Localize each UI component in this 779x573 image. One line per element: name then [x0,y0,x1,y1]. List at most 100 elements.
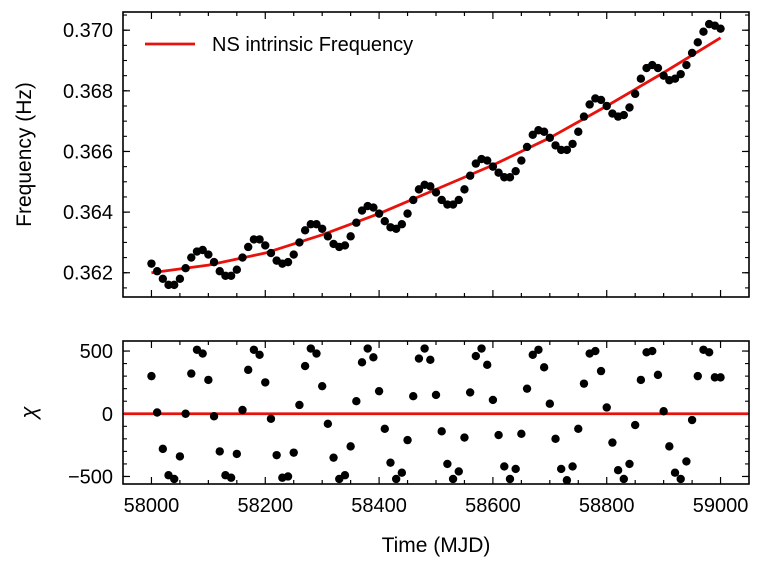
data-point [409,195,418,205]
data-point [170,474,179,484]
data-point [465,388,475,397]
data-point [505,173,515,182]
frequency-panel: 0.362 0.364 0.366 0.368 0.370 Frequency (Hz) N… [13,11,750,298]
data-point [261,241,270,250]
data-point [238,405,247,415]
data-point [522,142,532,152]
data-point [659,407,668,416]
data-point [374,386,384,396]
data-point [414,185,424,194]
data-point [209,412,219,421]
data-point [465,171,475,180]
data-point [329,453,338,462]
data-point [380,217,389,226]
data-point [568,462,577,471]
data-point [579,112,589,121]
data-point [340,241,350,250]
data-point [346,442,355,451]
data-point [653,63,663,73]
data-point [431,188,441,197]
data-point [232,449,242,459]
data-point [557,464,566,474]
data-point [261,378,270,387]
data-point [403,435,412,445]
data-point [448,200,458,209]
data-point [204,250,213,259]
data-point [676,474,685,484]
data-point [483,156,492,165]
data-point [522,384,532,393]
data-point [226,473,236,482]
data-point [500,462,509,471]
data-point [539,363,549,372]
data-point [528,350,537,359]
data-point [215,267,224,276]
data-point [659,71,668,80]
data-point [187,369,196,378]
x-axis-label: Time (MJD) [382,534,491,557]
data-point [454,195,463,205]
data-point [693,38,702,47]
data-point [693,371,702,381]
legend-label: NS intrinsic Frequency [212,34,413,56]
data-point [147,259,156,268]
data-point [420,344,429,353]
data-point [568,139,577,149]
data-point [283,472,293,481]
x-tick-label: 58000 [124,495,180,517]
data-point [670,468,680,477]
data-point [414,354,424,363]
data-point [272,450,281,460]
data-point [170,280,179,290]
data-point [346,232,355,241]
data-point [232,265,242,274]
data-point [437,195,446,205]
data-point [716,373,725,382]
data-point [625,459,634,469]
data-point [574,127,583,136]
data-point [352,397,361,406]
data-point [244,365,253,375]
data-point [630,89,640,99]
y-tick-label: −500 [68,466,113,488]
y-tick-label: 0.364 [63,202,113,224]
data-point [562,145,572,155]
data-point [636,74,646,83]
data-point [397,220,407,229]
data-point [198,349,207,358]
data-point [517,429,526,439]
data-point [596,366,606,376]
data-point [665,442,674,451]
data-point [152,408,162,417]
data-point [266,248,276,258]
x-tick-label: 58800 [579,495,635,517]
data-point [295,400,304,410]
data-point [517,156,526,165]
data-point [175,274,185,284]
data-point [300,226,310,235]
data-point [255,235,264,244]
data-point [357,358,367,367]
data-point [244,242,253,252]
data-point [648,346,657,356]
data-point [602,101,611,111]
x-tick-label: 58200 [237,495,293,517]
data-point [266,414,276,423]
data-point [704,348,714,357]
data-point [477,344,486,353]
data-point [534,345,543,354]
data-point [374,209,384,218]
data-point [238,253,247,262]
data-point [619,474,628,484]
data-point [676,69,685,79]
data-point [289,250,298,259]
data-point [204,375,213,385]
data-point [215,447,224,456]
legend: NS intrinsic Frequency [145,34,413,56]
data-point [198,245,207,255]
data-point [323,419,333,428]
data-point [409,391,418,401]
data-point [386,458,395,467]
data-point [209,257,219,267]
y-tick-label: 0.366 [63,141,113,163]
